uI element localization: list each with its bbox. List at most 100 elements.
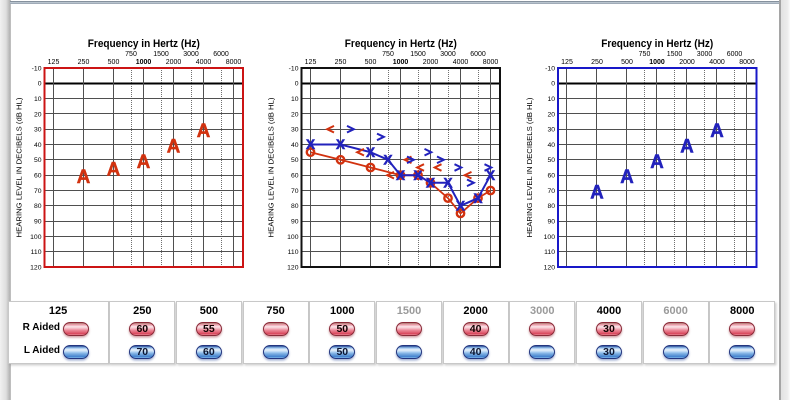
svg-text:110: 110 <box>288 249 299 256</box>
svg-text:250: 250 <box>591 59 603 66</box>
svg-text:0: 0 <box>38 81 42 88</box>
svg-text:30: 30 <box>34 127 42 134</box>
svg-text:3000: 3000 <box>440 51 456 58</box>
svg-text:X: X <box>456 199 465 214</box>
svg-text:90: 90 <box>547 219 555 226</box>
svg-text:A: A <box>167 137 181 158</box>
svg-text:HEARING LEVEL IN DECIBELS (dB: HEARING LEVEL IN DECIBELS (dB HL) <box>17 98 24 238</box>
svg-text:40: 40 <box>547 142 555 149</box>
svg-text:125: 125 <box>48 59 60 66</box>
svg-text:4000: 4000 <box>196 59 212 66</box>
svg-text:6000: 6000 <box>727 51 743 58</box>
svg-text:750: 750 <box>382 51 394 58</box>
svg-text:X: X <box>306 137 315 152</box>
svg-text:-10: -10 <box>289 65 299 72</box>
svg-text:20: 20 <box>291 111 299 118</box>
svg-text:A: A <box>107 160 121 181</box>
svg-text:60: 60 <box>547 173 555 180</box>
svg-text:X: X <box>473 191 482 206</box>
svg-text:40: 40 <box>291 142 299 149</box>
svg-text:250: 250 <box>335 59 347 66</box>
svg-text:1500: 1500 <box>410 51 426 58</box>
svg-text:HEARING LEVEL IN DECIBELS (dB: HEARING LEVEL IN DECIBELS (dB HL) <box>527 98 534 238</box>
svg-text:750: 750 <box>639 51 651 58</box>
svg-text:1500: 1500 <box>153 51 169 58</box>
svg-text:110: 110 <box>31 249 42 256</box>
svg-text:125: 125 <box>561 59 573 66</box>
svg-text:X: X <box>443 176 452 191</box>
svg-text:A: A <box>620 167 634 188</box>
svg-text:3000: 3000 <box>697 51 713 58</box>
svg-text:80: 80 <box>34 203 42 210</box>
svg-text:0: 0 <box>295 81 299 88</box>
svg-text:120: 120 <box>30 264 42 271</box>
svg-text:50: 50 <box>547 157 555 164</box>
svg-text:X: X <box>383 153 392 168</box>
svg-text:100: 100 <box>544 234 556 241</box>
svg-text:100: 100 <box>287 234 299 241</box>
svg-text:8000: 8000 <box>739 59 755 66</box>
svg-text:500: 500 <box>365 59 377 66</box>
svg-text:A: A <box>710 121 724 142</box>
svg-text:125: 125 <box>305 59 317 66</box>
svg-text:30: 30 <box>547 127 555 134</box>
svg-text:10: 10 <box>291 96 299 103</box>
svg-text:-10: -10 <box>545 65 555 72</box>
svg-text:X: X <box>336 137 345 152</box>
svg-text:70: 70 <box>34 188 42 195</box>
svg-text:500: 500 <box>108 59 120 66</box>
svg-text:X: X <box>366 145 375 160</box>
svg-text:40: 40 <box>34 142 42 149</box>
svg-text:1500: 1500 <box>667 51 683 58</box>
svg-text:Frequency in Hertz (Hz): Frequency in Hertz (Hz) <box>345 38 457 50</box>
svg-text:3000: 3000 <box>183 51 199 58</box>
svg-text:X: X <box>396 168 405 183</box>
svg-text:250: 250 <box>78 59 90 66</box>
svg-text:2000: 2000 <box>166 59 182 66</box>
svg-text:500: 500 <box>621 59 633 66</box>
svg-text:20: 20 <box>34 111 42 118</box>
svg-text:110: 110 <box>544 249 555 256</box>
svg-text:70: 70 <box>291 188 299 195</box>
svg-text:6000: 6000 <box>470 51 486 58</box>
svg-text:6000: 6000 <box>213 51 229 58</box>
svg-text:80: 80 <box>291 203 299 210</box>
svg-text:X: X <box>486 168 495 183</box>
svg-text:2000: 2000 <box>423 59 439 66</box>
svg-text:Frequency in Hertz (Hz): Frequency in Hertz (Hz) <box>88 38 200 50</box>
svg-text:70: 70 <box>547 188 555 195</box>
svg-text:50: 50 <box>34 157 42 164</box>
svg-text:120: 120 <box>544 264 556 271</box>
svg-text:1000: 1000 <box>393 59 409 66</box>
svg-text:-10: -10 <box>32 65 42 72</box>
svg-text:A: A <box>77 167 91 188</box>
svg-text:10: 10 <box>547 96 555 103</box>
svg-text:1000: 1000 <box>136 59 152 66</box>
svg-text:A: A <box>197 121 211 142</box>
svg-text:8000: 8000 <box>483 59 499 66</box>
svg-text:Frequency in Hertz (Hz): Frequency in Hertz (Hz) <box>601 38 713 50</box>
svg-text:90: 90 <box>34 219 42 226</box>
svg-text:4000: 4000 <box>709 59 725 66</box>
svg-text:30: 30 <box>291 127 299 134</box>
svg-text:750: 750 <box>125 51 137 58</box>
svg-text:4000: 4000 <box>453 59 469 66</box>
svg-text:20: 20 <box>547 111 555 118</box>
svg-text:120: 120 <box>287 264 299 271</box>
svg-text:A: A <box>680 137 694 158</box>
svg-text:100: 100 <box>30 234 42 241</box>
svg-text:60: 60 <box>34 173 42 180</box>
svg-text:2000: 2000 <box>679 59 695 66</box>
svg-text:10: 10 <box>34 96 42 103</box>
svg-text:60: 60 <box>291 173 299 180</box>
svg-text:HEARING LEVEL IN DECIBELS (dB: HEARING LEVEL IN DECIBELS (dB HL) <box>269 98 276 238</box>
svg-text:A: A <box>590 183 604 204</box>
svg-text:X: X <box>426 176 435 191</box>
svg-text:1000: 1000 <box>649 59 665 66</box>
svg-text:80: 80 <box>547 203 555 210</box>
svg-text:0: 0 <box>551 81 555 88</box>
svg-text:90: 90 <box>291 219 299 226</box>
svg-text:8000: 8000 <box>226 59 242 66</box>
svg-text:50: 50 <box>291 157 299 164</box>
svg-text:A: A <box>650 152 664 173</box>
